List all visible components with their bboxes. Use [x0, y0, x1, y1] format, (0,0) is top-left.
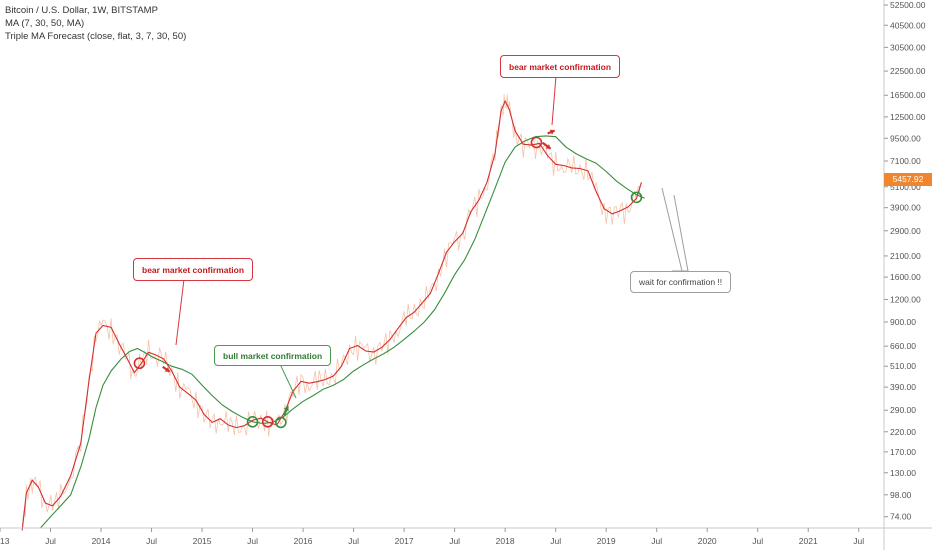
x-tick-label: 2021: [799, 536, 818, 546]
y-tick-label: 74.00: [890, 512, 912, 522]
y-tick-label: 660.00: [890, 341, 916, 351]
crossover-marker: [275, 416, 287, 429]
ma-fast-series: [21, 99, 643, 531]
arrow-head: [164, 367, 170, 372]
y-tick-label: 40500.00: [890, 20, 926, 30]
x-tick-label: Jul: [550, 536, 561, 546]
ma-slow-series: [39, 135, 645, 529]
y-tick-label: 290.00: [890, 405, 916, 415]
y-tick-label: 30500.00: [890, 42, 926, 52]
legend-forecast[interactable]: Triple MA Forecast (close, flat, 3, 7, 3…: [5, 31, 187, 42]
chart-legend: Bitcoin / U.S. Dollar, 1W, BITSTAMP MA (…: [5, 4, 186, 43]
callout-leader: [673, 194, 689, 272]
x-tick-label: Jul: [146, 536, 157, 546]
crossover-marker: [530, 136, 543, 149]
y-tick-label: 5100.00: [890, 182, 921, 192]
y-tick-label: 2100.00: [890, 251, 921, 261]
y-tick-label: 22500.00: [890, 66, 926, 76]
signal-arrow: [282, 405, 289, 416]
callout-leader: [548, 75, 557, 126]
callout-leader: [661, 187, 683, 272]
y-tick-label: 9500.00: [890, 133, 921, 143]
y-tick-label: 510.00: [890, 361, 916, 371]
ma-fast-line: [21, 99, 643, 531]
wait-confirmation-callout: wait for confirmation !!: [630, 271, 732, 293]
crossover-marker: [630, 191, 643, 204]
arrow-head: [283, 406, 289, 412]
signal-arrow: [162, 365, 171, 373]
bear-confirmation-callout-2014: bear market confirmation: [133, 258, 254, 281]
x-tick-label: 2017: [395, 536, 414, 546]
y-tick-label: 3900.00: [890, 203, 921, 213]
x-tick-label: 2013: [0, 536, 10, 546]
signal-arrow: [541, 141, 552, 150]
x-tick-label: Jul: [752, 536, 763, 546]
y-tick-label: 16500.00: [890, 90, 926, 100]
x-tick-label: 2015: [193, 536, 212, 546]
x-tick-label: Jul: [45, 536, 56, 546]
callout-leader: [175, 278, 185, 346]
crossover-markers: [133, 136, 643, 429]
legend-ma[interactable]: MA (7, 30, 50, MA): [5, 18, 85, 29]
y-tick-label: 220.00: [890, 427, 916, 437]
ma-slow-line: [39, 135, 645, 529]
y-tick-label: 1600.00: [890, 272, 921, 282]
y-tick-label: 52500.00: [890, 0, 926, 10]
x-tick-label: 2014: [92, 536, 111, 546]
bull-confirmation-callout-2015: bull market confirmation: [214, 345, 332, 366]
y-tick-label: 390.00: [890, 382, 916, 392]
bear-confirmation-callout-2018: bear market confirmation: [500, 55, 621, 78]
x-tick-label: 2020: [698, 536, 717, 546]
legend-symbol[interactable]: Bitcoin / U.S. Dollar, 1W, BITSTAMP: [5, 5, 158, 16]
last-price-tag: 5457.92: [884, 173, 932, 186]
x-tick-label: Jul: [348, 536, 359, 546]
y-tick-label: 130.00: [890, 468, 916, 478]
x-tick-label: 2016: [294, 536, 313, 546]
crossover-marker: [246, 415, 259, 428]
x-tick-label: Jul: [651, 536, 662, 546]
price-line: [21, 94, 641, 526]
y-tick-label: 1200.00: [890, 295, 921, 305]
y-tick-label: 98.00: [890, 490, 912, 500]
y-tick-label: 7100.00: [890, 156, 921, 166]
y-tick-label: 170.00: [890, 447, 916, 457]
signal-arrows: [162, 129, 556, 416]
y-tick-label: 900.00: [890, 317, 916, 327]
x-tick-label: 2019: [597, 536, 616, 546]
x-tick-label: Jul: [449, 536, 460, 546]
crossover-marker: [261, 415, 274, 428]
signal-arrow: [547, 129, 556, 135]
x-tick-label: 2018: [496, 536, 515, 546]
y-tick-label: 2900.00: [890, 226, 921, 236]
price-series: [21, 94, 641, 526]
y-tick-label: 12500.00: [890, 112, 926, 122]
x-tick-label: Jul: [853, 536, 864, 546]
x-tick-label: Jul: [247, 536, 258, 546]
arrow-head: [545, 144, 551, 149]
crossover-marker: [133, 357, 146, 370]
arrow-head: [549, 129, 555, 135]
